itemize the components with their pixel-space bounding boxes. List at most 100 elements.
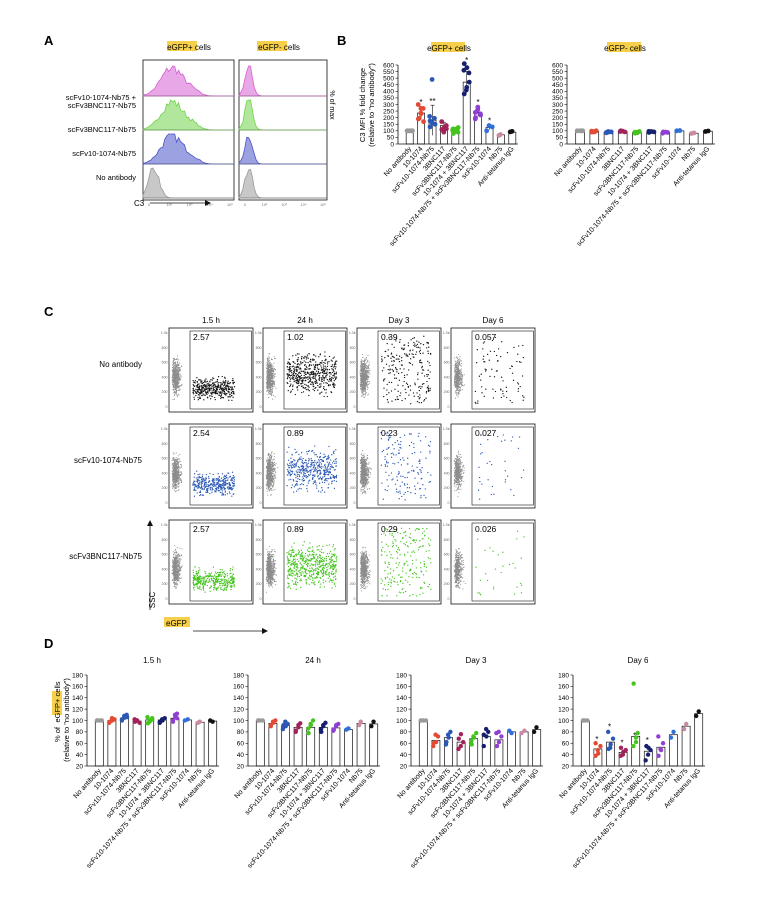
scatter-point-positive (220, 383, 222, 386)
scatter-point-negative (180, 466, 182, 468)
scatter-point-positive (302, 391, 305, 393)
scatter-point-positive (428, 390, 430, 392)
scatter-point-positive (292, 385, 294, 388)
scatter-point-positive (317, 389, 319, 391)
scatter-point-negative (271, 369, 273, 371)
scatter-point-positive (223, 392, 225, 394)
scatter-point-negative (272, 387, 274, 389)
scatter-point-positive (394, 388, 396, 390)
scatter-point-negative (367, 364, 369, 366)
scatter-point-positive (203, 390, 205, 392)
scatter-point-positive (228, 481, 230, 484)
scatter-point-negative (456, 358, 458, 360)
scatter-point-positive (408, 353, 411, 355)
scatter-point-positive (224, 481, 226, 483)
scatter-point-negative (453, 384, 455, 386)
scatter-tick: 400 (162, 471, 168, 475)
scatter-point-positive (210, 395, 212, 397)
scatter-point-positive (211, 491, 213, 493)
scatter-point-negative (454, 397, 457, 399)
scatter-point-positive (210, 483, 212, 485)
scatter-point-negative (360, 366, 362, 368)
scatter-point-positive (306, 371, 308, 374)
scatter-point-positive (212, 387, 214, 390)
scatter-point-positive (295, 370, 297, 372)
scatter-point-positive (326, 363, 329, 365)
scatter-col-title: 1.5 h (202, 316, 220, 325)
scatter-point-negative (176, 386, 178, 388)
scatter-point-negative (360, 360, 362, 362)
scatter-point-positive (210, 384, 212, 386)
scatter-point-negative (178, 471, 180, 473)
scatter-point-negative (172, 369, 174, 372)
scatter-point-positive (397, 384, 399, 386)
scatter-point-positive (221, 492, 223, 494)
histogram-curve (238, 168, 327, 199)
scatter-point-positive (291, 369, 293, 372)
scatter-point-negative (457, 392, 459, 394)
scatter-point-negative (175, 394, 177, 396)
panel-a-ylabel: % of max (328, 90, 335, 120)
scatter-tick: 1.0k (349, 331, 356, 335)
scatter-tick: 200 (162, 486, 168, 490)
scatter-point-positive (222, 385, 225, 387)
scatter-point-positive (223, 488, 225, 491)
scatter-point-positive (213, 483, 215, 486)
panel-a-histograms: scFv10-1074-Nb75 +scFv3BNC117-Nb75scFv3B… (66, 59, 328, 207)
scatter-point-positive (286, 377, 289, 380)
scatter-point-positive (212, 473, 214, 476)
scatter-point-positive (295, 375, 297, 378)
scatter-point-negative (361, 364, 364, 366)
scatter-point-positive (309, 358, 312, 361)
scatter-point-negative (177, 361, 179, 363)
scatter-point-negative (267, 369, 269, 371)
data-point (427, 118, 433, 124)
scatter-point-positive (418, 401, 420, 404)
scatter-point-positive (211, 483, 213, 486)
scatter-point-negative (177, 482, 179, 484)
scatter-point-positive (193, 473, 196, 475)
scatter-point-positive (233, 480, 235, 483)
scatter-point-positive (387, 401, 389, 403)
scatter-point-negative (364, 388, 366, 390)
scatter-point-positive (403, 374, 406, 377)
scatter-point-negative (176, 358, 178, 361)
scatter-point-positive (212, 390, 214, 392)
scatter-point-positive (394, 399, 397, 401)
scatter-point-positive (396, 354, 398, 356)
scatter-point-negative (274, 368, 276, 370)
scatter-point-negative (175, 369, 177, 372)
scatter-point-negative (173, 489, 175, 491)
scatter-point-negative (266, 378, 268, 381)
scatter-point-positive (296, 353, 299, 355)
scatter-point-negative (266, 485, 268, 487)
scatter-point-negative (173, 466, 175, 468)
scatter-point-negative (456, 380, 458, 382)
scatter-point-negative (175, 487, 177, 489)
scatter-point-negative (455, 386, 457, 388)
scatter-point-negative (267, 394, 269, 396)
scatter-point-positive (302, 387, 305, 389)
scatter-point-positive (230, 480, 232, 482)
scatter-point-negative (172, 375, 174, 377)
scatter-point-negative (273, 463, 275, 465)
scatter-point-positive (322, 366, 325, 368)
scatter-point-negative (458, 390, 460, 392)
data-point (427, 124, 433, 130)
scatter-point-negative (360, 389, 362, 391)
scatter-point-positive (502, 392, 504, 395)
scatter-point-positive (401, 364, 403, 366)
scatter-point-negative (174, 379, 176, 381)
scatter-point-positive (477, 402, 479, 404)
scatter-point-negative (177, 486, 179, 488)
scatter-point-positive (386, 383, 388, 386)
scatter-point-negative (174, 391, 176, 393)
scatter-point-negative (366, 362, 368, 364)
scatter-point-negative (367, 366, 369, 368)
scatter-point-positive (290, 383, 292, 385)
scatter-point-negative (460, 383, 462, 385)
significance-star: * (420, 98, 423, 107)
scatter-point-positive (208, 486, 210, 488)
scatter-point-positive (201, 488, 203, 491)
